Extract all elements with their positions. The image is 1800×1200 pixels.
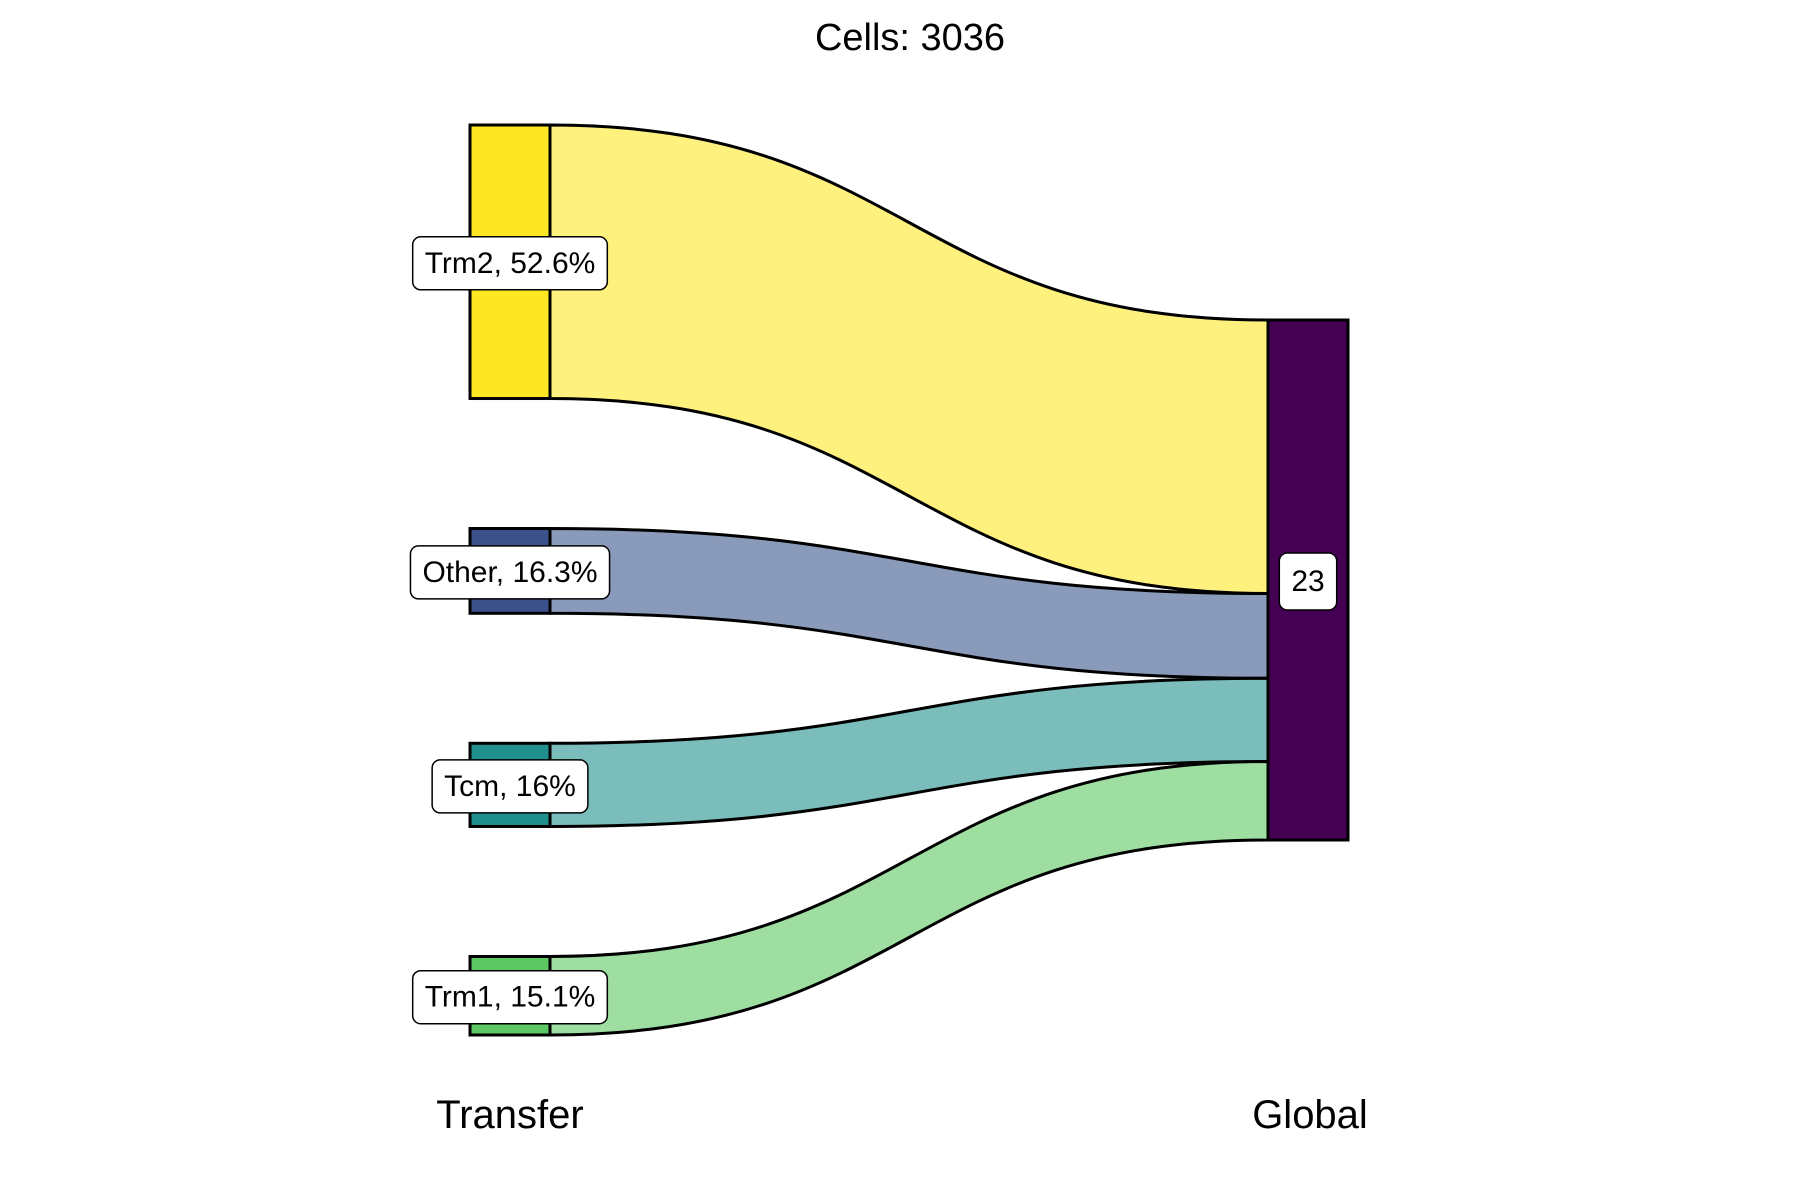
svg-text:Trm2, 52.6%: Trm2, 52.6% <box>425 247 596 280</box>
svg-text:Trm1, 15.1%: Trm1, 15.1% <box>425 981 596 1014</box>
source-label-tcm: Tcm, 16% <box>431 759 589 814</box>
chart-title: Cells: 3036 <box>815 17 1005 59</box>
source-label-other: Other, 16.3% <box>409 545 611 600</box>
axis-label-transfer: Transfer <box>436 1093 583 1137</box>
flow-trm2 <box>548 123 1270 596</box>
svg-text:Other, 16.3%: Other, 16.3% <box>422 556 597 589</box>
source-label-trm2: Trm2, 52.6% <box>411 236 609 291</box>
axis-label-global: Global <box>1252 1093 1368 1137</box>
label-group: Trm2, 52.6% Other, 16.3% Tcm, 16% Trm1, 15.… <box>409 236 1338 1025</box>
target-label-23: 23 <box>1278 552 1338 611</box>
svg-text:23: 23 <box>1291 565 1324 598</box>
flow-group <box>548 123 1270 1037</box>
svg-text:Tcm, 16%: Tcm, 16% <box>444 770 576 803</box>
source-label-trm1: Trm1, 15.1% <box>411 969 609 1025</box>
